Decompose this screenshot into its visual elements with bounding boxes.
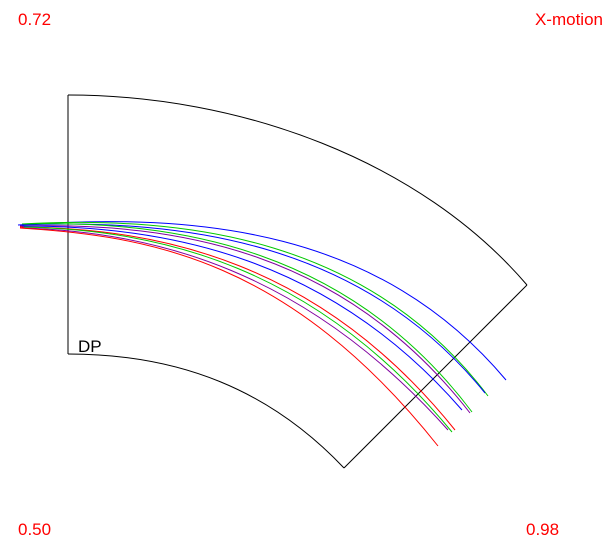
track-red-2 [19,227,439,447]
track-red-1 [19,226,456,431]
track-blue-1 [17,221,507,381]
track-purple-2 [21,227,449,431]
particle-tracks [17,221,507,447]
corner-label-bottom-left: 0.50 [18,520,52,539]
magnet-inner-arc [67,353,345,469]
track-purple-1 [19,225,471,414]
corner-label-top-left: 0.72 [18,10,52,29]
magnet-label: DP [78,337,102,356]
corner-label-top-right: X-motion [534,10,603,29]
track-green-3 [23,226,453,433]
magnet-exit-edge [343,284,528,469]
track-blue-2 [19,223,486,394]
corner-label-bottom-right: 0.98 [526,520,560,539]
track-green-1 [21,221,489,397]
dipole-magnet-outline [67,94,528,469]
track-green-2 [23,223,473,413]
magnet-outer-arc [67,94,528,286]
track-blue-3 [21,225,463,411]
